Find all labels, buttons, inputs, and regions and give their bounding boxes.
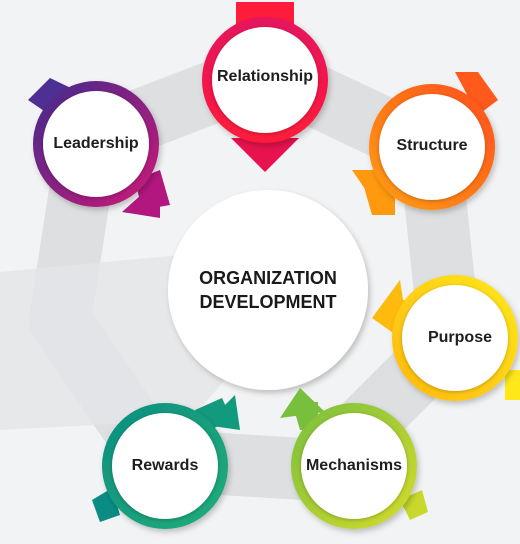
relationship-arrow [231,138,299,172]
leadership-tab [28,78,75,115]
node-relationship[interactable] [202,2,328,172]
relationship-circle [212,27,318,133]
mechanisms-circle [301,413,407,519]
leadership-circle [43,91,149,197]
center-circle [168,190,368,390]
structure-tab [455,72,498,115]
node-leadership[interactable] [28,78,170,218]
purpose-circle [402,285,508,391]
structure-circle [379,94,485,200]
purpose-tab [505,370,520,400]
node-mechanisms[interactable] [280,388,428,529]
node-rewards[interactable] [92,395,240,529]
node-structure[interactable] [352,72,498,215]
node-purpose[interactable] [372,275,520,401]
rewards-circle [112,413,218,519]
